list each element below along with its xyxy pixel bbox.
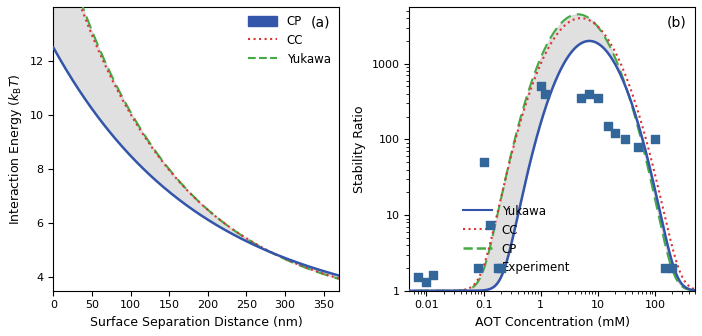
Line: CP: CP [398,41,695,291]
CP [394,289,402,293]
CP [592,41,601,45]
Yukawa [204,208,212,212]
Y-axis label: Stability Ratio: Stability Ratio [353,105,366,193]
CP [335,274,343,278]
Line: CC: CC [53,0,339,279]
CP [187,206,195,210]
CP [49,45,58,49]
CP [691,288,699,292]
Yukawa [328,275,336,279]
Experiment [428,272,439,278]
Experiment [592,95,604,101]
CC [187,192,195,196]
CC [284,258,292,262]
Yukawa [618,74,626,78]
Experiment [535,84,546,89]
Y-axis label: Interaction Energy ($k_\mathrm{B}T$): Interaction Energy ($k_\mathrm{B}T$) [7,73,24,225]
Yukawa [187,192,195,196]
Experiment [602,123,614,129]
X-axis label: AOT Concentration (mM): AOT Concentration (mM) [475,316,630,329]
CP [585,39,594,43]
Experiment [478,160,489,165]
Experiment [633,144,644,150]
CC [569,18,577,22]
CP [185,205,193,209]
Yukawa [219,220,227,224]
Yukawa [569,13,577,17]
Experiment [575,95,586,101]
CP [284,257,292,261]
X-axis label: Surface Separation Distance (nm): Surface Separation Distance (nm) [90,316,303,329]
CP [618,76,626,80]
CP [528,152,536,156]
Yukawa [284,258,292,262]
CC [204,208,212,212]
Yukawa [185,190,193,194]
Text: (a): (a) [311,15,331,30]
Experiment [540,91,551,96]
Yukawa [691,289,699,293]
CP [470,289,479,293]
CC [335,277,343,281]
CC [577,16,585,20]
CP [219,227,227,231]
Yukawa [335,277,343,281]
Yukawa [528,78,536,82]
CC [618,65,626,69]
CC [691,287,699,291]
CC [470,282,479,286]
Experiment [667,265,678,271]
CC [446,289,455,293]
Text: (b): (b) [667,15,687,30]
CP [328,272,336,276]
CC [185,190,193,194]
CC [219,220,227,224]
Experiment [484,222,496,227]
Yukawa [446,289,455,293]
Experiment [583,91,595,96]
Experiment [620,137,631,142]
Legend: Yukawa, CC, CP, Experiment: Yukawa, CC, CP, Experiment [458,200,575,279]
Experiment [412,275,423,280]
Experiment [659,265,670,271]
Legend: CP, CC, Yukawa: CP, CC, Yukawa [243,10,336,71]
Yukawa [470,284,479,288]
Experiment [495,265,506,271]
Experiment [649,137,661,142]
CC [592,24,601,28]
Line: Yukawa: Yukawa [53,0,339,279]
CP [446,289,455,293]
Experiment [493,265,504,271]
CP [569,48,577,52]
Experiment [609,131,621,136]
Yukawa [574,12,582,16]
CP [204,218,212,222]
Line: Yukawa: Yukawa [398,14,695,291]
CC [528,83,536,87]
Yukawa [592,24,601,28]
Line: CP: CP [53,47,339,276]
CC [328,275,336,279]
Line: CC: CC [398,18,695,291]
CC [394,289,402,293]
Experiment [420,280,432,285]
Yukawa [394,289,402,293]
